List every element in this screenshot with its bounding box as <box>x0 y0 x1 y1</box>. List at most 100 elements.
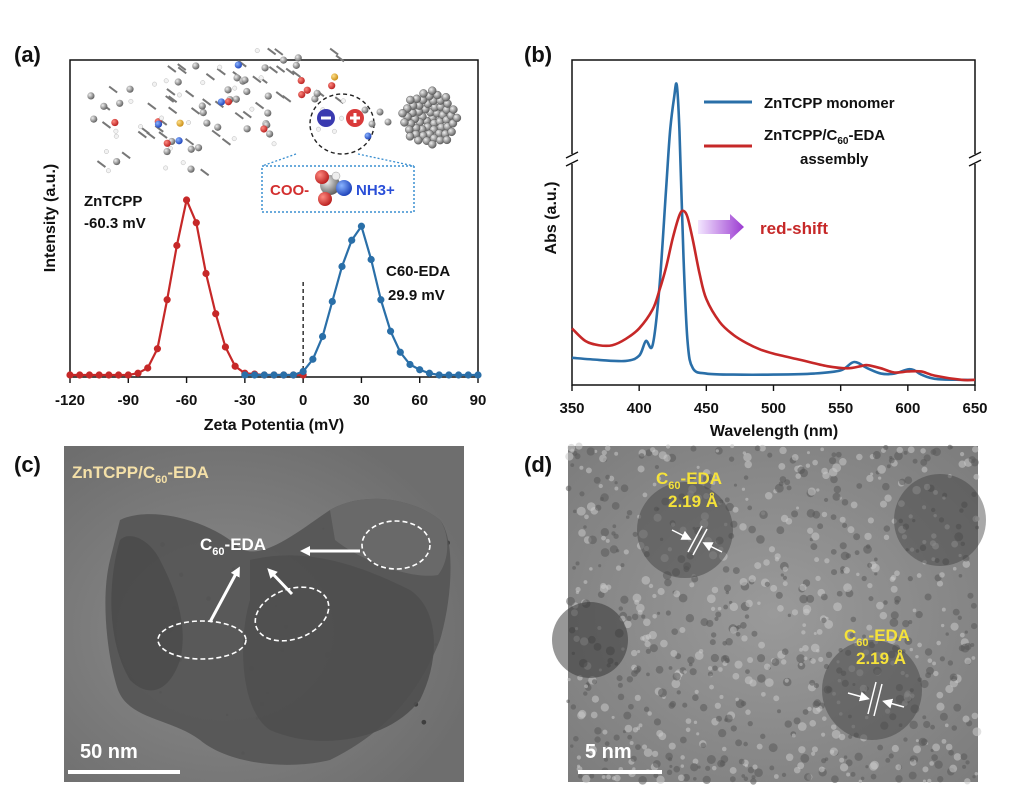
data-point-zntcpp <box>212 310 220 318</box>
data-point-zntcpp <box>66 371 74 379</box>
series-line-assembly <box>571 209 976 382</box>
panel-c-label: (c) <box>14 452 41 477</box>
x-axis-title-b: Wavelength (nm) <box>710 423 838 440</box>
c60-particle-1 <box>637 482 733 578</box>
panel-b-uv-vis: (b) 350 400 450 500 550 600 650 ZnTCPP monomer… <box>524 42 988 440</box>
lattice-marker-2 <box>847 681 905 717</box>
c60eda-annotation-name: C60-EDA <box>386 263 450 280</box>
tem-scalebar <box>68 770 180 774</box>
lattice-marker-1 <box>671 525 723 556</box>
x-tick-label-b: 500 <box>761 400 786 417</box>
data-point-c60-eda <box>464 371 472 379</box>
x-tick-label-a: 30 <box>353 392 370 409</box>
data-point-c60-eda <box>318 332 327 341</box>
data-point-c60-eda <box>289 371 298 379</box>
data-point-c60-eda <box>299 367 307 376</box>
ammonium-label: NH3+ <box>356 182 395 199</box>
data-point-c60-eda <box>445 371 453 379</box>
panel-a-zeta-potential: (a) COO- NH3+ -120 <box>14 42 486 434</box>
panel-a-label: (a) <box>14 42 41 67</box>
legend-label-assembly-line2: assembly <box>800 151 869 168</box>
data-point-zntcpp <box>153 345 162 353</box>
data-point-zntcpp <box>173 241 181 250</box>
pointer-arrow-1 <box>208 566 240 623</box>
legend-label-monomer: ZnTCPP monomer <box>764 95 895 112</box>
tem-sample-title: ZnTCPP/C60-EDA <box>72 463 209 486</box>
data-point-c60-eda <box>396 348 404 356</box>
data-point-c60-eda <box>474 371 482 379</box>
zoom-inset-box <box>261 165 415 213</box>
data-point-c60-eda <box>425 369 434 377</box>
c60-fullerene-model <box>398 86 462 149</box>
data-point-c60-eda <box>386 327 395 335</box>
carboxylate-label: COO- <box>270 182 309 199</box>
x-tick-label-a: 90 <box>470 392 487 409</box>
y-axis-title-a: Intensity (a.u.) <box>42 164 59 272</box>
znTCPP-chain-model <box>87 47 346 177</box>
data-point-zntcpp <box>231 362 239 370</box>
zeta-plot-area: -120 -90 -60 -30 0 30 60 90 <box>55 196 486 409</box>
tem-scalebar-label: 50 nm <box>80 741 138 763</box>
eda-linker-model <box>361 106 392 140</box>
data-point-c60-eda <box>280 371 288 379</box>
data-point-c60-eda <box>241 371 249 379</box>
c60-cluster-ring-2 <box>254 586 330 642</box>
data-point-zntcpp <box>202 269 210 278</box>
zntcpp-annotation-name: ZnTCPP <box>84 193 142 210</box>
panel-d-hrtem-image: (d) C60-EDA 2.19 Å C60-EDA 2.19 Å 5 nm <box>524 442 986 785</box>
absorbance-plot-area: 350 400 450 500 550 600 650 <box>559 82 988 417</box>
legend-b: ZnTCPP monomer ZnTCPP/C60-EDA assembly <box>704 95 895 168</box>
x-tick-label-a: 60 <box>411 392 428 409</box>
x-tick-label-b: 650 <box>962 400 987 417</box>
data-point-c60-eda <box>250 371 259 379</box>
x-tick-label-b: 600 <box>895 400 920 417</box>
hrtem-scalebar-label: 5 nm <box>585 741 632 763</box>
data-point-zntcpp <box>95 371 103 379</box>
data-point-c60-eda <box>309 355 317 363</box>
data-point-zntcpp <box>192 219 200 227</box>
data-point-zntcpp <box>134 369 142 377</box>
data-point-c60-eda <box>260 371 268 379</box>
data-point-c60-eda <box>348 236 356 244</box>
x-tick-label-a: -90 <box>117 392 139 409</box>
c60-particle-2 <box>822 640 922 740</box>
c60eda-annotation-value: 29.9 mV <box>388 287 445 304</box>
panel-b-label: (b) <box>524 42 552 67</box>
data-point-c60-eda <box>328 297 336 306</box>
c60-cluster-ring-1 <box>157 620 247 660</box>
data-point-c60-eda <box>377 296 385 304</box>
data-point-c60-eda <box>416 366 424 374</box>
panel-c-tem-image: (c) ZnTCPP/C60-EDA C60-EDA 50 nm <box>14 446 464 782</box>
data-point-zntcpp <box>221 343 230 351</box>
x-tick-label-a: -120 <box>55 392 85 409</box>
data-point-zntcpp <box>105 371 113 379</box>
y-axis-title-b: Abs (a.u.) <box>543 182 560 255</box>
data-point-zntcpp <box>85 371 94 379</box>
series-line-monomer <box>571 82 976 382</box>
x-tick-label-b: 550 <box>828 400 853 417</box>
data-point-zntcpp <box>163 296 171 304</box>
data-point-zntcpp <box>114 371 123 379</box>
porphyrin-framework-illustration: COO- NH3+ <box>87 47 462 213</box>
data-point-zntcpp <box>182 196 191 204</box>
hrtem-annotation-1-value: 2.19 Å <box>668 492 718 511</box>
c60-cluster-ring-3 <box>361 520 431 570</box>
data-point-zntcpp <box>76 371 84 379</box>
red-shift-arrow-icon <box>698 214 744 240</box>
data-point-c60-eda <box>270 371 278 379</box>
red-shift-label: red-shift <box>760 219 828 238</box>
x-tick-label-b: 400 <box>627 400 652 417</box>
hrtem-scalebar <box>578 770 662 774</box>
data-point-zntcpp <box>124 371 132 379</box>
x-tick-label-a: -30 <box>234 392 256 409</box>
zwitterion-spacefill-icon <box>315 170 352 206</box>
data-point-c60-eda <box>357 222 366 230</box>
axis-break-marks <box>565 151 982 167</box>
panel-d-label: (d) <box>524 452 552 477</box>
x-tick-label-a: -60 <box>176 392 198 409</box>
zntcpp-annotation-value: -60.3 mV <box>84 215 146 232</box>
data-point-zntcpp <box>144 364 152 372</box>
legend-label-assembly-line1: ZnTCPP/C60-EDA <box>764 127 885 147</box>
pointer-arrow-2 <box>267 568 294 596</box>
